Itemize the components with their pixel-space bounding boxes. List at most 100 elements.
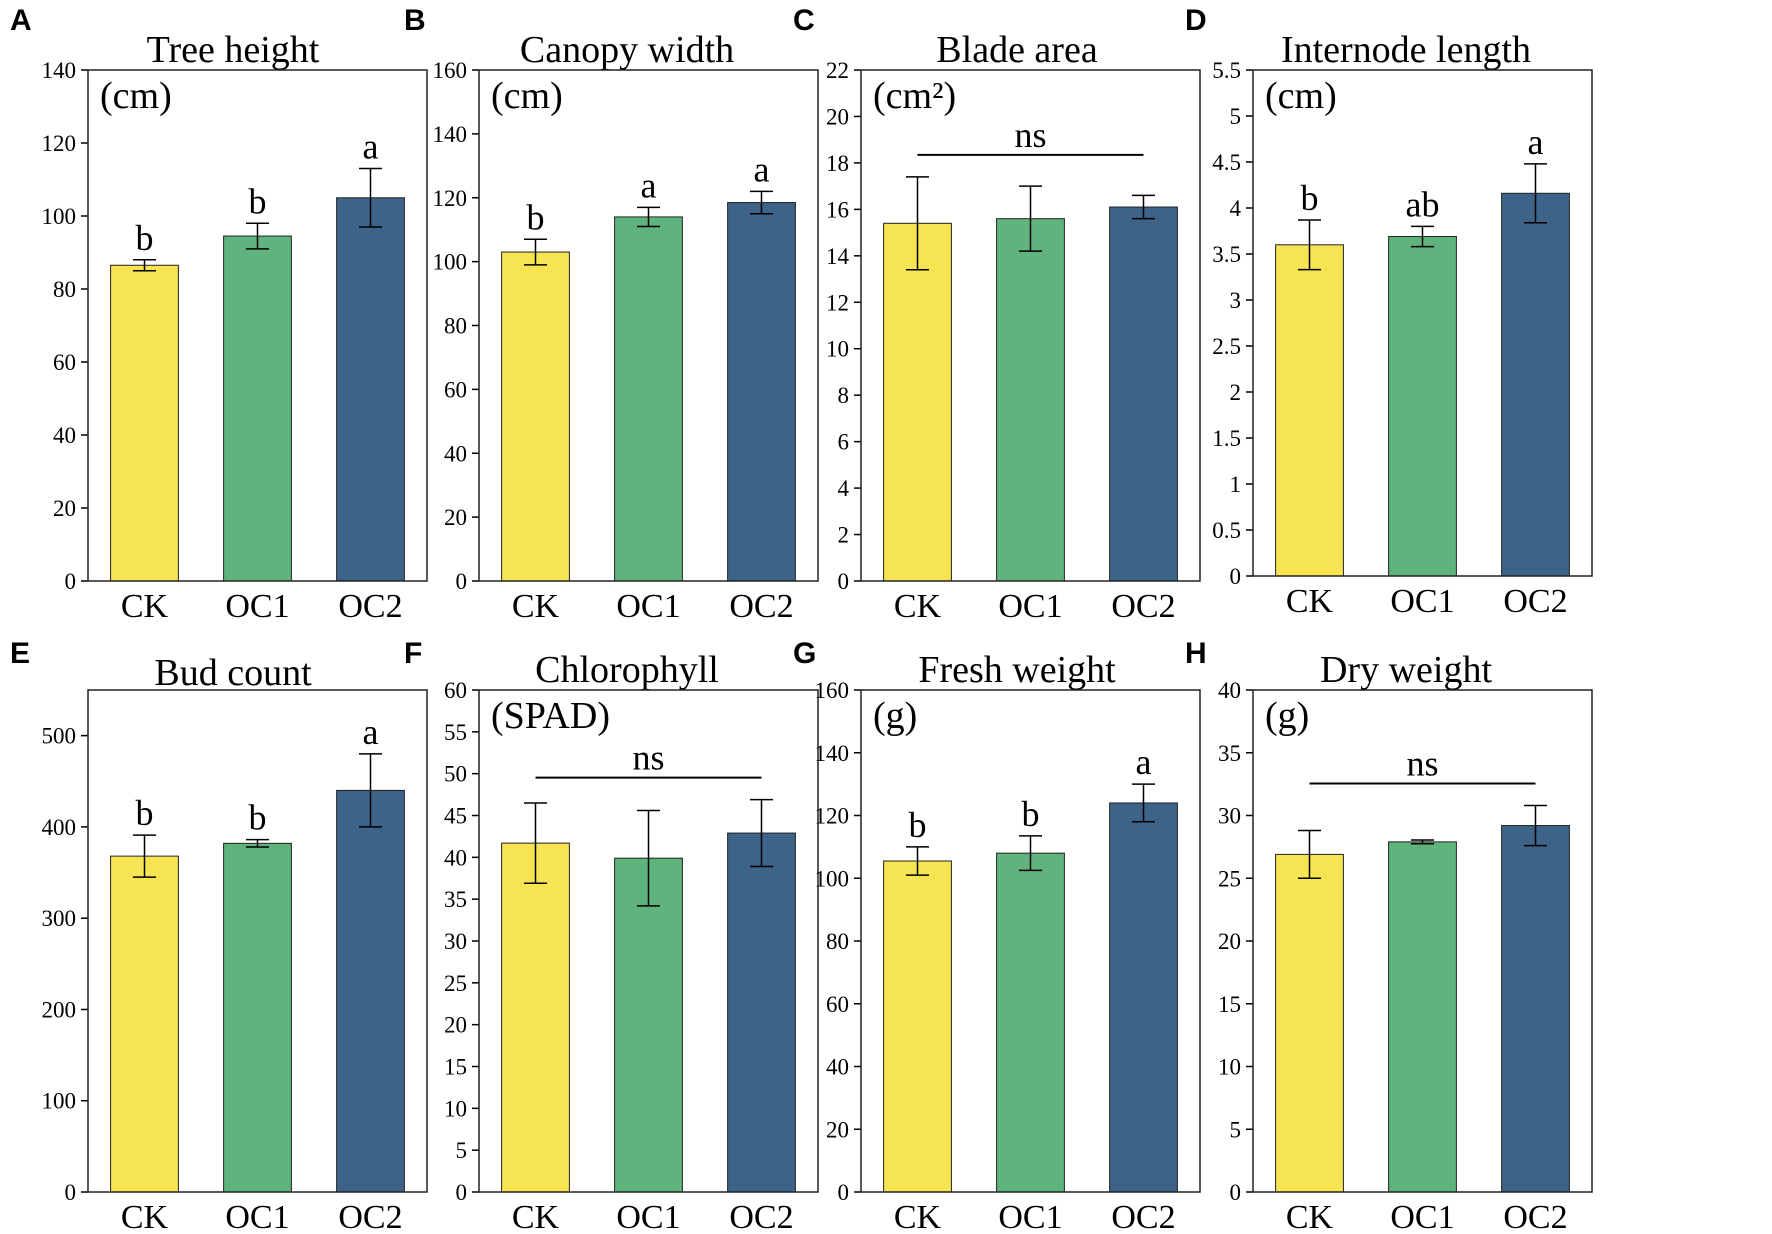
x-tick-label: CK — [894, 588, 942, 625]
y-tick-label: 0 — [838, 569, 850, 594]
bar-oc2 — [727, 202, 796, 582]
y-tick-label: 22 — [826, 58, 849, 83]
unit-label: (cm) — [1265, 75, 1337, 117]
y-tick-label: 0 — [65, 569, 77, 594]
y-tick-label: 30 — [1218, 804, 1241, 829]
x-tick-label: CK — [894, 1199, 942, 1234]
significance-letter: a — [363, 127, 379, 167]
x-tick-label: OC2 — [1111, 1199, 1175, 1234]
significance-letter: a — [641, 165, 657, 205]
bar-oc2 — [1109, 206, 1178, 582]
significance-letter: b — [909, 805, 927, 845]
y-tick-label: 10 — [444, 1096, 467, 1121]
chart-title: Dry weight — [1320, 649, 1492, 691]
y-tick-label: 20 — [826, 1117, 849, 1142]
bar-ck — [1275, 244, 1344, 577]
y-tick-label: 60 — [444, 678, 467, 703]
x-tick-label: OC2 — [338, 588, 402, 625]
y-tick-label: 30 — [444, 929, 467, 954]
panel-a: A Tree height(cm) 0 20 40 60 80 100 120 140 b CK b OC… — [10, 4, 428, 625]
panel-letter: B — [404, 4, 426, 37]
y-tick-label: 3 — [1230, 288, 1242, 313]
y-tick-label: 60 — [826, 992, 849, 1017]
y-tick-label: 40 — [444, 441, 467, 466]
y-tick-label: 160 — [433, 58, 468, 83]
significance-letter: a — [1528, 122, 1544, 162]
y-tick-label: 120 — [433, 186, 468, 211]
y-tick-label: 300 — [42, 906, 77, 931]
y-tick-label: 55 — [444, 720, 467, 745]
y-tick-label: 140 — [815, 741, 850, 766]
bar-ck — [1275, 853, 1344, 1193]
plot-frame — [1252, 69, 1593, 577]
significance-letter: b — [527, 197, 545, 237]
panel-h: H Dry weight (g) 0 5 10 15 20 25 30 35 40 CK OC1 OC2 ns — [1185, 637, 1593, 1234]
y-tick-label: 25 — [444, 971, 467, 996]
y-tick-label: 40 — [826, 1055, 849, 1080]
y-tick-label: 140 — [433, 122, 468, 147]
ns-label: ns — [1014, 115, 1046, 155]
significance-letter: a — [1136, 742, 1152, 782]
y-tick-label: 120 — [42, 131, 77, 156]
chart-title: Chlorophyll — [535, 649, 719, 691]
x-tick-label: OC1 — [998, 588, 1062, 625]
y-tick-label: 40 — [1218, 678, 1241, 703]
significance-letter: b — [249, 798, 267, 838]
x-tick-label: CK — [121, 1199, 169, 1234]
bar-oc2 — [1109, 802, 1178, 1193]
significance-letter: b — [136, 793, 154, 833]
y-tick-label: 25 — [1218, 866, 1241, 891]
bar-oc1 — [614, 216, 683, 582]
bar-oc1 — [1388, 841, 1457, 1193]
x-tick-label: OC2 — [1503, 1199, 1567, 1234]
panel-letter: D — [1185, 4, 1207, 37]
y-tick-label: 5 — [1230, 1117, 1242, 1142]
plot-frame — [1252, 689, 1593, 1193]
bar-oc2 — [336, 789, 405, 1193]
y-tick-label: 12 — [826, 290, 849, 315]
y-tick-label: 2 — [1230, 380, 1242, 405]
y-tick-label: 15 — [444, 1055, 467, 1080]
significance-letter: ab — [1406, 184, 1440, 224]
y-tick-label: 4 — [1230, 196, 1242, 221]
y-tick-label: 60 — [444, 377, 467, 402]
y-tick-label: 15 — [1218, 992, 1241, 1017]
bar-oc1 — [614, 857, 683, 1193]
y-tick-label: 400 — [42, 815, 77, 840]
y-tick-label: 0 — [1230, 1180, 1242, 1205]
ns-label: ns — [632, 738, 664, 778]
y-tick-label: 20 — [1218, 929, 1241, 954]
y-tick-label: 80 — [444, 314, 467, 339]
x-tick-label: OC1 — [225, 1199, 289, 1234]
y-tick-label: 20 — [53, 496, 76, 521]
y-tick-label: 8 — [838, 383, 850, 408]
x-tick-label: OC2 — [338, 1199, 402, 1234]
y-tick-label: 80 — [53, 277, 76, 302]
unit-label: (g) — [1265, 695, 1309, 737]
chart-title: Blade area — [936, 29, 1098, 71]
bar-oc1 — [996, 852, 1065, 1193]
panel-g: G Fresh weight(g) 0 20 40 60 80 100 120 140 160 b CK… — [793, 637, 1201, 1234]
y-tick-label: 10 — [1218, 1055, 1241, 1080]
y-tick-label: 4 — [838, 476, 850, 501]
y-tick-label: 0 — [838, 1180, 850, 1205]
plot-frame — [860, 69, 1201, 582]
panel-letter: A — [10, 4, 32, 37]
significance-letter: b — [1301, 178, 1319, 218]
plot-frame — [478, 69, 819, 582]
panel-c: C Blade area(cm²) 0 2 4 6 8 10 12 14 16 18 20 22 CK OC1… — [793, 4, 1201, 625]
bar-oc1 — [1388, 236, 1457, 577]
ns-label: ns — [1406, 743, 1438, 783]
y-tick-label: 100 — [815, 866, 850, 891]
significance-letter: a — [754, 149, 770, 189]
significance-letter: b — [249, 181, 267, 221]
bar-oc2 — [336, 197, 405, 582]
y-tick-label: 5 — [456, 1138, 468, 1163]
y-tick-label: 0.5 — [1212, 518, 1241, 543]
bar-oc2 — [727, 832, 796, 1193]
y-tick-label: 14 — [826, 244, 850, 269]
y-tick-label: 50 — [444, 762, 467, 787]
bar-ck — [110, 855, 179, 1193]
y-tick-label: 100 — [42, 1089, 77, 1114]
